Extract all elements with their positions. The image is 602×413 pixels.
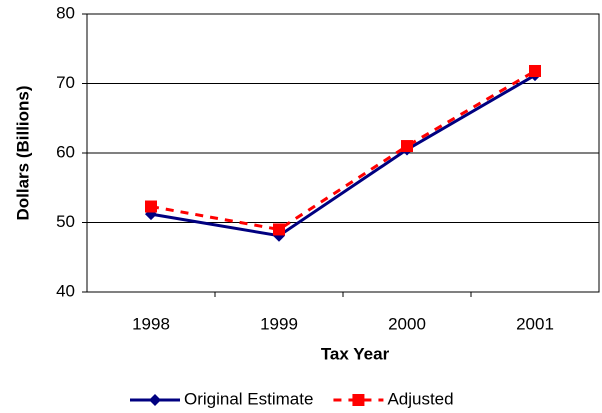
data-point: [273, 223, 285, 236]
legend-marker: [149, 394, 161, 406]
y-tick-label: 50: [56, 212, 75, 231]
y-tick-label: 40: [56, 281, 75, 300]
x-tick-label: 2001: [516, 314, 554, 333]
data-point: [145, 200, 157, 213]
legend-marker: [352, 394, 365, 406]
data-point: [529, 64, 541, 77]
x-tick-label: 1999: [260, 314, 298, 333]
y-tick-label: 70: [56, 73, 75, 92]
y-tick-label: 80: [56, 3, 75, 22]
x-axis-title: Tax Year: [321, 344, 390, 363]
x-tick-label: 2000: [388, 314, 426, 333]
data-point: [401, 140, 413, 153]
legend-label: Adjusted: [387, 389, 453, 408]
y-axis-title: Dollars (Billions): [13, 85, 32, 220]
series-line: [150, 69, 536, 232]
y-tick-label: 60: [56, 142, 75, 161]
x-tick-label: 1998: [132, 314, 170, 333]
legend-label: Original Estimate: [184, 389, 313, 408]
series-line: [150, 73, 536, 238]
